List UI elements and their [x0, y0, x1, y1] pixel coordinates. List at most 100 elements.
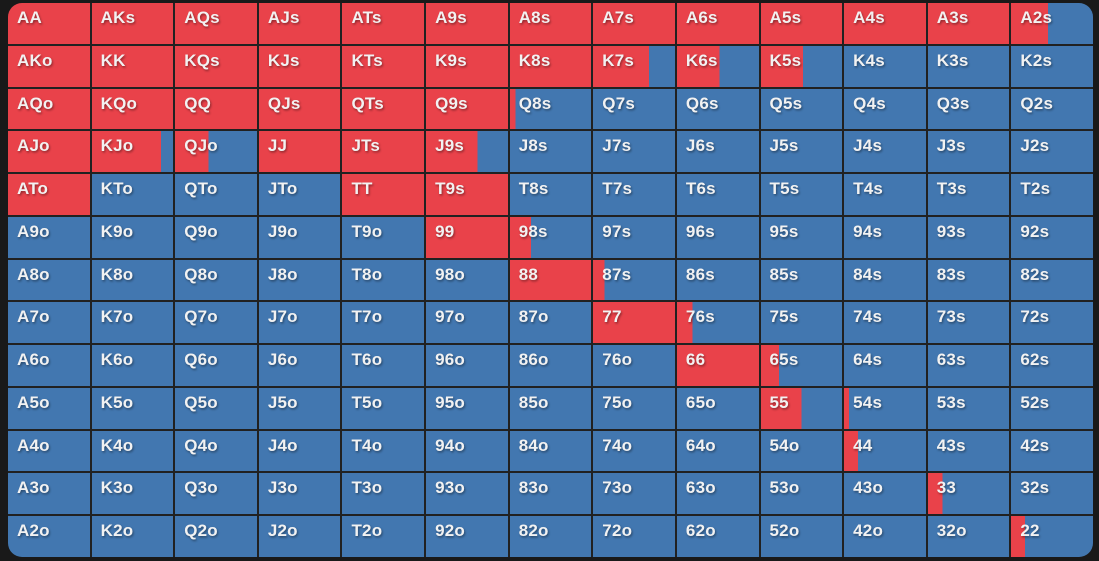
hand-cell-KJo[interactable]: KJo: [91, 131, 174, 173]
hand-cell-A4s[interactable]: A4s: [844, 3, 926, 44]
hand-cell-86o[interactable]: 86o: [509, 345, 592, 386]
hand-cell-J3o[interactable]: J3o: [258, 473, 341, 515]
hand-cell-42s[interactable]: 42s: [1011, 430, 1093, 472]
hand-cell-95s[interactable]: 95s: [760, 216, 843, 258]
hand-cell-93o[interactable]: 93o: [426, 473, 508, 515]
hand-cell-83s[interactable]: 83s: [927, 259, 1010, 301]
hand-cell-T7s[interactable]: T7s: [593, 174, 675, 215]
hand-cell-73o[interactable]: 73o: [593, 473, 675, 515]
hand-cell-QTs[interactable]: QTs: [342, 88, 425, 130]
hand-cell-54o[interactable]: 54o: [760, 430, 843, 472]
hand-cell-T5s[interactable]: T5s: [760, 174, 843, 215]
hand-cell-AJo[interactable]: AJo: [8, 131, 90, 173]
hand-cell-76o[interactable]: 76o: [593, 345, 675, 386]
hand-cell-A4o[interactable]: A4o: [8, 430, 90, 472]
hand-cell-J3s[interactable]: J3s: [927, 131, 1010, 173]
hand-cell-A8o[interactable]: A8o: [8, 259, 90, 301]
hand-cell-T2o[interactable]: T2o: [342, 516, 425, 557]
hand-cell-93s[interactable]: 93s: [927, 216, 1010, 258]
hand-cell-A2o[interactable]: A2o: [8, 516, 90, 557]
hand-cell-73s[interactable]: 73s: [927, 302, 1010, 344]
hand-cell-62o[interactable]: 62o: [676, 516, 759, 557]
hand-cell-96s[interactable]: 96s: [676, 216, 759, 258]
hand-cell-66[interactable]: 66: [676, 345, 759, 386]
hand-cell-92o[interactable]: 92o: [426, 516, 508, 557]
hand-cell-T4o[interactable]: T4o: [342, 430, 425, 472]
hand-cell-T3s[interactable]: T3s: [927, 174, 1010, 215]
hand-cell-Q6o[interactable]: Q6o: [175, 345, 257, 386]
hand-cell-KTo[interactable]: KTo: [91, 174, 174, 215]
hand-cell-A3s[interactable]: A3s: [927, 3, 1010, 44]
hand-cell-J7s[interactable]: J7s: [593, 131, 675, 173]
hand-cell-A7s[interactable]: A7s: [593, 3, 675, 44]
hand-cell-J9s[interactable]: J9s: [426, 131, 508, 173]
hand-cell-J7o[interactable]: J7o: [258, 302, 341, 344]
hand-cell-T4s[interactable]: T4s: [844, 174, 926, 215]
hand-cell-J4s[interactable]: J4s: [844, 131, 926, 173]
hand-cell-32o[interactable]: 32o: [927, 516, 1010, 557]
hand-cell-KQo[interactable]: KQo: [91, 88, 174, 130]
hand-cell-A8s[interactable]: A8s: [509, 3, 592, 44]
hand-cell-Q9o[interactable]: Q9o: [175, 216, 257, 258]
hand-cell-J2o[interactable]: J2o: [258, 516, 341, 557]
hand-cell-97s[interactable]: 97s: [593, 216, 675, 258]
hand-cell-J5s[interactable]: J5s: [760, 131, 843, 173]
hand-cell-72o[interactable]: 72o: [593, 516, 675, 557]
hand-cell-77[interactable]: 77: [593, 302, 675, 344]
hand-cell-K7s[interactable]: K7s: [593, 45, 675, 87]
hand-cell-T3o[interactable]: T3o: [342, 473, 425, 515]
hand-cell-K2o[interactable]: K2o: [91, 516, 174, 557]
hand-cell-K5s[interactable]: K5s: [760, 45, 843, 87]
hand-cell-A3o[interactable]: A3o: [8, 473, 90, 515]
hand-cell-A6o[interactable]: A6o: [8, 345, 90, 386]
hand-cell-K6s[interactable]: K6s: [676, 45, 759, 87]
hand-cell-A5s[interactable]: A5s: [760, 3, 843, 44]
hand-cell-JJ[interactable]: JJ: [258, 131, 341, 173]
hand-cell-A2s[interactable]: A2s: [1011, 3, 1093, 44]
hand-cell-65s[interactable]: 65s: [760, 345, 843, 386]
hand-cell-42o[interactable]: 42o: [844, 516, 926, 557]
hand-cell-33[interactable]: 33: [927, 473, 1010, 515]
hand-cell-K7o[interactable]: K7o: [91, 302, 174, 344]
hand-cell-Q4s[interactable]: Q4s: [844, 88, 926, 130]
hand-cell-74o[interactable]: 74o: [593, 430, 675, 472]
hand-cell-Q7s[interactable]: Q7s: [593, 88, 675, 130]
hand-cell-T5o[interactable]: T5o: [342, 387, 425, 429]
hand-cell-63o[interactable]: 63o: [676, 473, 759, 515]
hand-cell-KQs[interactable]: KQs: [175, 45, 257, 87]
hand-cell-ATs[interactable]: ATs: [342, 3, 425, 44]
hand-cell-Q5o[interactable]: Q5o: [175, 387, 257, 429]
hand-cell-87s[interactable]: 87s: [593, 259, 675, 301]
hand-cell-82o[interactable]: 82o: [509, 516, 592, 557]
hand-cell-J2s[interactable]: J2s: [1011, 131, 1093, 173]
hand-cell-A6s[interactable]: A6s: [676, 3, 759, 44]
hand-cell-K4o[interactable]: K4o: [91, 430, 174, 472]
hand-cell-QTo[interactable]: QTo: [175, 174, 257, 215]
hand-cell-A7o[interactable]: A7o: [8, 302, 90, 344]
hand-cell-J9o[interactable]: J9o: [258, 216, 341, 258]
hand-cell-T2s[interactable]: T2s: [1011, 174, 1093, 215]
hand-cell-72s[interactable]: 72s: [1011, 302, 1093, 344]
hand-cell-94s[interactable]: 94s: [844, 216, 926, 258]
hand-cell-A9o[interactable]: A9o: [8, 216, 90, 258]
hand-cell-44[interactable]: 44: [844, 430, 926, 472]
hand-cell-53s[interactable]: 53s: [927, 387, 1010, 429]
hand-cell-J6s[interactable]: J6s: [676, 131, 759, 173]
hand-cell-22[interactable]: 22: [1011, 516, 1093, 557]
hand-cell-K6o[interactable]: K6o: [91, 345, 174, 386]
hand-cell-52o[interactable]: 52o: [760, 516, 843, 557]
hand-cell-74s[interactable]: 74s: [844, 302, 926, 344]
hand-cell-J5o[interactable]: J5o: [258, 387, 341, 429]
hand-cell-96o[interactable]: 96o: [426, 345, 508, 386]
hand-cell-Q4o[interactable]: Q4o: [175, 430, 257, 472]
hand-cell-84o[interactable]: 84o: [509, 430, 592, 472]
hand-cell-95o[interactable]: 95o: [426, 387, 508, 429]
hand-cell-J4o[interactable]: J4o: [258, 430, 341, 472]
hand-cell-76s[interactable]: 76s: [676, 302, 759, 344]
hand-cell-Q2o[interactable]: Q2o: [175, 516, 257, 557]
hand-cell-Q5s[interactable]: Q5s: [760, 88, 843, 130]
hand-cell-53o[interactable]: 53o: [760, 473, 843, 515]
hand-cell-Q3s[interactable]: Q3s: [927, 88, 1010, 130]
hand-cell-Q2s[interactable]: Q2s: [1011, 88, 1093, 130]
hand-cell-T6s[interactable]: T6s: [676, 174, 759, 215]
